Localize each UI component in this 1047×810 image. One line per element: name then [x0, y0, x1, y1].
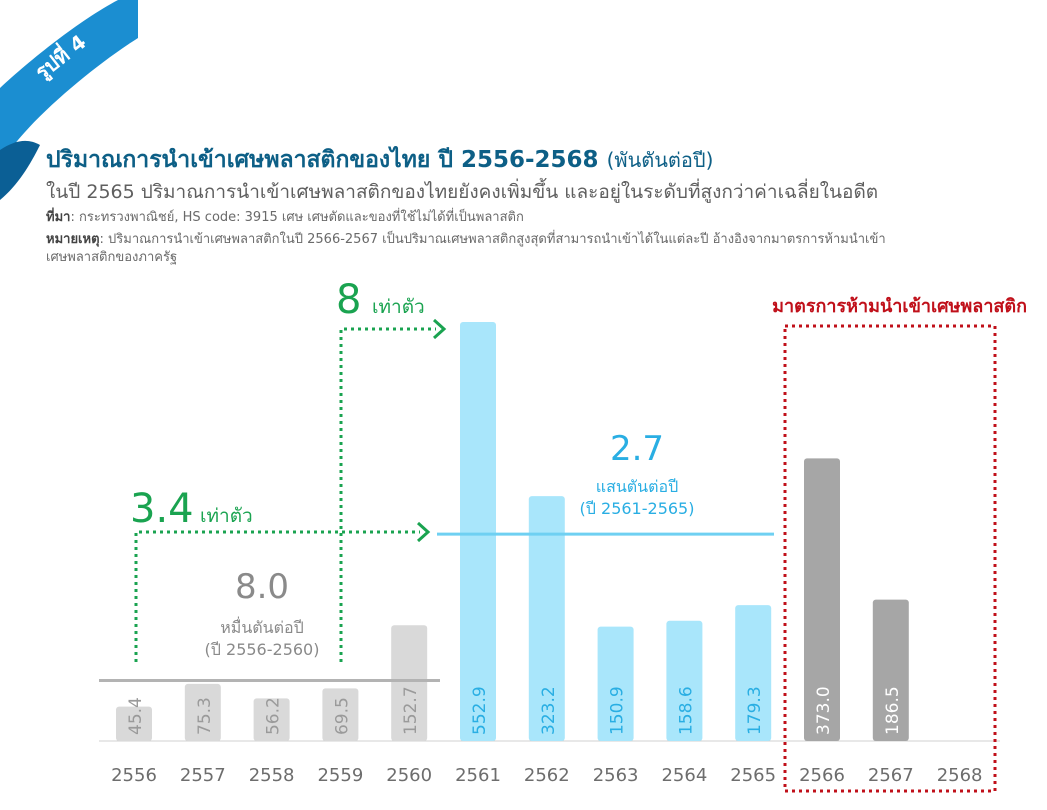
average-unit-mid: แสนตันต่อปี	[596, 477, 679, 496]
x-tick-label-2562: 2562	[524, 765, 570, 786]
chart-title-unit: (พันตันต่อปี)	[606, 148, 714, 172]
bar-2566	[804, 458, 840, 741]
bar-2558	[253, 698, 290, 741]
source-text: : กระทรวงพาณิชย์, HS code: 3915 เศษ เศษต…	[70, 210, 524, 225]
data-label-2567: 186.5	[883, 686, 903, 735]
multiplier-arrow-3-4	[134, 530, 420, 662]
bar-2563	[597, 626, 634, 741]
remark-text-1: : ปริมาณการนำเข้าเศษพลาสติกในปี 2566-256…	[99, 232, 886, 247]
bar-2565	[735, 605, 772, 741]
data-label-2566: 373.0	[814, 686, 834, 735]
multiplier-unit-3-4: เท่าตัว	[200, 505, 253, 527]
remark-note: หมายเหตุ: ปริมาณการนำเข้าเศษพลาสติกในปี …	[46, 231, 996, 267]
data-label-2563: 150.9	[608, 686, 628, 735]
multiplier-value-3-4: 3.4	[130, 486, 194, 532]
corner-badge-ribbon	[0, 0, 138, 200]
x-tick-label-2557: 2557	[180, 765, 226, 786]
chart-title-text: ปริมาณการนำเข้าเศษพลาสติกของไทย ปี 2556-…	[46, 147, 599, 173]
bar-2556	[116, 706, 152, 741]
remark-text-2: เศษพลาสติกของภาครัฐ	[46, 250, 178, 265]
x-tick-label-2566: 2566	[799, 765, 845, 786]
average-period-mid: (ปี 2561-2565)	[580, 499, 695, 518]
x-tick-label-2556: 2556	[111, 765, 157, 786]
bar-2561	[460, 322, 496, 741]
source-label: ที่มา	[46, 210, 71, 225]
data-label-2559: 69.5	[332, 697, 352, 735]
data-label-2556: 45.4	[126, 697, 146, 735]
multiplier-arrowhead-8	[432, 318, 447, 340]
average-value-early: 8.0	[235, 567, 289, 607]
multiplier-unit-8: เท่าตัว	[372, 296, 425, 318]
chart-subtitle: ในปี 2565 ปริมาณการนำเข้าเศษพลาสติกของไท…	[46, 181, 879, 203]
multiplier-arrow-8	[339, 327, 436, 662]
multiplier-value-8: 8	[336, 277, 361, 323]
data-label-2565: 179.3	[745, 686, 765, 735]
x-tick-label-2559: 2559	[317, 765, 363, 786]
average-period-early: (ปี 2556-2560)	[205, 640, 320, 659]
bar-2562	[528, 496, 565, 741]
data-label-2562: 323.2	[539, 686, 559, 735]
bar-2564	[666, 620, 703, 741]
x-tick-label-2567: 2567	[868, 765, 914, 786]
data-label-2561: 552.9	[470, 686, 490, 735]
x-tick-label-2564: 2564	[661, 765, 707, 786]
x-tick-label-2561: 2561	[455, 765, 501, 786]
data-label-2564: 158.6	[676, 686, 696, 735]
source-note: ที่มา: กระทรวงพาณิชย์, HS code: 3915 เศษ…	[46, 209, 524, 227]
bar-2560	[391, 625, 428, 741]
ban-period-box	[783, 324, 997, 793]
x-tick-label-2565: 2565	[730, 765, 776, 786]
bar-2567	[872, 599, 909, 741]
average-unit-early: หมื่นตันต่อปี	[220, 616, 304, 637]
multiplier-arrowhead-3-4	[416, 521, 431, 543]
bar-2559	[322, 688, 359, 741]
x-tick-label-2568: 2568	[937, 765, 983, 786]
average-value-mid: 2.7	[610, 429, 664, 469]
remark-label: หมายเหตุ	[46, 232, 100, 247]
bar-2557	[184, 683, 221, 741]
ban-period-label: มาตรการห้ามนำเข้าเศษพลาสติก	[772, 296, 1027, 317]
x-tick-label-2560: 2560	[386, 765, 432, 786]
x-tick-label-2558: 2558	[249, 765, 295, 786]
data-label-2560: 152.7	[401, 686, 421, 735]
x-tick-label-2563: 2563	[593, 765, 639, 786]
data-label-2557: 75.3	[195, 697, 215, 735]
chart-title: ปริมาณการนำเข้าเศษพลาสติกของไทย ปี 2556-…	[46, 142, 713, 178]
data-label-2558: 56.2	[264, 697, 284, 735]
